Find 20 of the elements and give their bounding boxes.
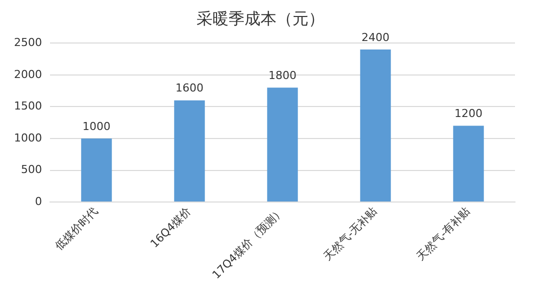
bar — [81, 138, 112, 202]
y-tick-label: 1000 — [14, 131, 42, 144]
bar — [453, 126, 484, 202]
y-tick-label: 500 — [20, 163, 42, 176]
y-tick-label: 1500 — [14, 100, 42, 113]
y-tick-label: 0 — [34, 194, 42, 208]
data-label: 1200 — [454, 107, 482, 120]
x-tick-label: 天然气-无补贴 — [320, 204, 380, 264]
data-label: 2400 — [362, 30, 390, 44]
bar — [360, 50, 391, 202]
chart-title: 采暖季成本（元） — [196, 8, 324, 28]
data-label: 1600 — [175, 82, 204, 95]
y-tick-label: 2500 — [14, 36, 42, 50]
x-tick-label: 天然气-有补贴 — [414, 204, 473, 264]
data-label: 1800 — [268, 69, 296, 82]
bar — [267, 88, 298, 202]
x-tick-label: 低煤价时代 — [52, 204, 101, 253]
data-label: 1000 — [82, 120, 110, 133]
bar — [174, 100, 205, 202]
y-tick-label: 2000 — [14, 68, 42, 81]
